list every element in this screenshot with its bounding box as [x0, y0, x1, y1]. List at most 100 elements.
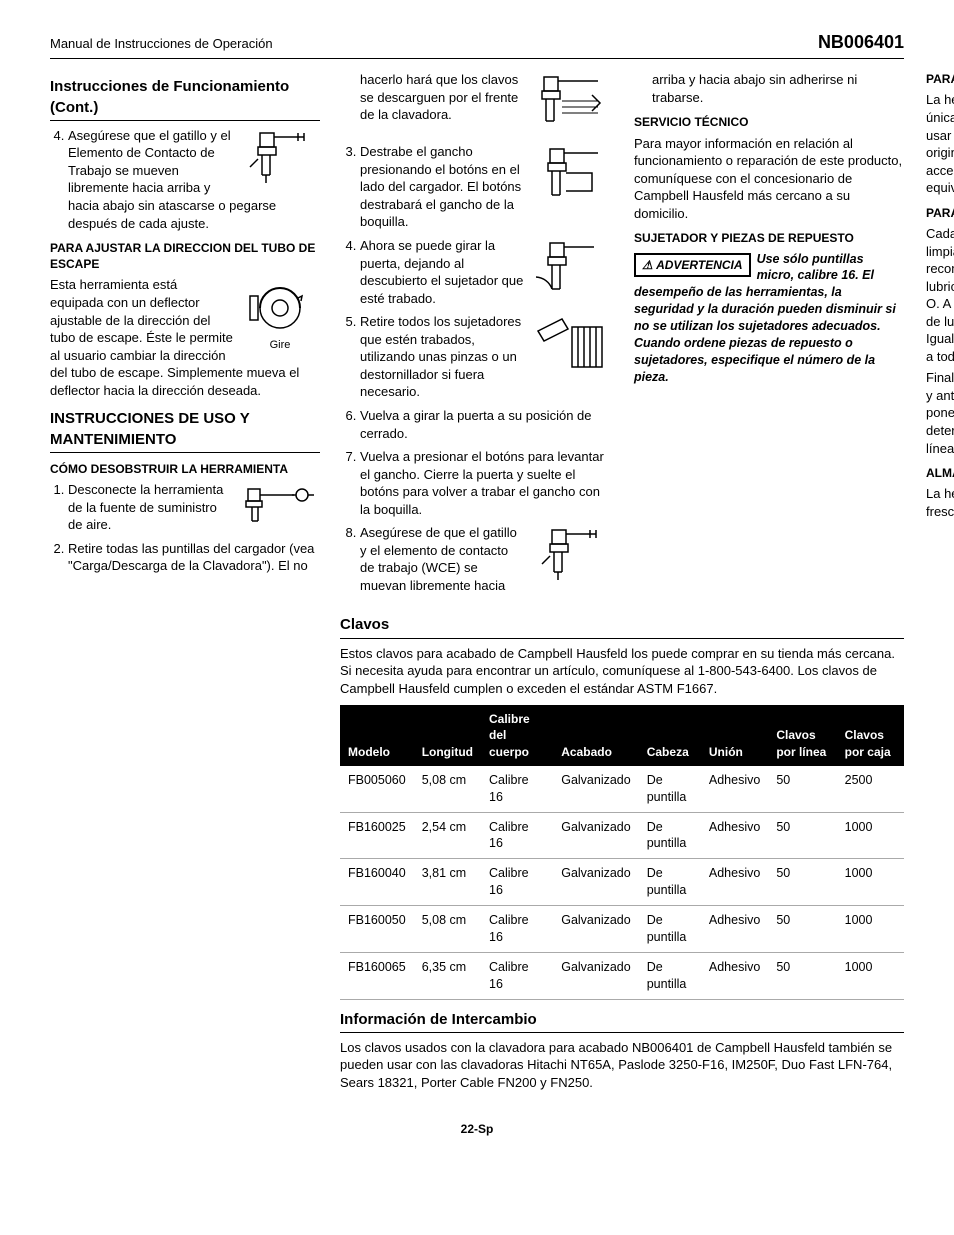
table-cell: 5,08 cm [414, 906, 481, 953]
subheading-sujetador: SUJETADOR Y PIEZAS DE REPUESTO [634, 230, 904, 246]
table-cell: Calibre 16 [481, 812, 553, 859]
body-columns: Instrucciones de Funcionamiento (Cont.) … [50, 71, 904, 601]
item-text: Vuelva a girar la puerta a su posición d… [360, 408, 592, 441]
list-item: Asegúrese que el gatillo y el Elemento d… [68, 127, 320, 232]
table-cell: Galvanizado [553, 906, 639, 953]
table-header: Acabado [553, 705, 639, 766]
table-cell: 50 [768, 812, 836, 859]
table-cell: 6,35 cm [414, 952, 481, 999]
table-row: FB0050605,08 cmCalibre 16GalvanizadoDe p… [340, 766, 904, 812]
heading-instrucciones-funcionamiento: Instrucciones de Funcionamiento (Cont.) [50, 77, 320, 121]
gire-label: Gire [270, 339, 291, 351]
table-cell: 2,54 cm [414, 812, 481, 859]
table-header: Longitud [414, 705, 481, 766]
heading-clavos: Clavos [340, 615, 904, 638]
table-row: FB1600656,35 cmCalibre 16GalvanizadoDe p… [340, 952, 904, 999]
paragraph: La herramienta deberá ser reparada única… [926, 91, 954, 196]
disconnect-air-icon [240, 481, 320, 531]
list-funcionamiento: Asegúrese que el gatillo y el Elemento d… [50, 127, 320, 232]
rotate-deflector-icon: Gire [240, 276, 320, 354]
warning-block: ADVERTENCIA Use sólo puntillas micro, ca… [634, 251, 904, 386]
table-row: FB1600252,54 cmCalibre 16GalvanizadoDe p… [340, 812, 904, 859]
list-item: Ahora se puede girar la puerta, dejando … [360, 237, 612, 307]
table-header: Modelo [340, 705, 414, 766]
subheading-almacenamiento: ALMACENAMIENTO [926, 465, 954, 481]
table-cell: Calibre 16 [481, 859, 553, 906]
table-header: Cabeza [639, 705, 701, 766]
table-cell: Calibre 16 [481, 906, 553, 953]
clavos-intro: Estos clavos para acabado de Campbell Ha… [340, 645, 904, 698]
subheading-desobstruir: CÓMO DESOBSTRUIR LA HERRAMIENTA [50, 461, 320, 477]
subheading-servicio: SERVICIO TÉCNICO [634, 114, 904, 130]
table-cell: Galvanizado [553, 952, 639, 999]
item-text: Retire todos los sujetadores que estén t… [360, 314, 521, 399]
subheading-sellos: PARA COLOCARLE LOS SELLOS [926, 205, 954, 221]
table-cell: FB160050 [340, 906, 414, 953]
table-cell: 1000 [837, 952, 904, 999]
page-number: 22-Sp [50, 1121, 904, 1137]
table-cell: De puntilla [639, 859, 701, 906]
header-left: Manual de Instrucciones de Operación [50, 35, 273, 53]
list-item: Desconecte la herramienta de la fuente d… [68, 481, 320, 534]
table-cell: De puntilla [639, 812, 701, 859]
list-item: Destrabe el gancho presionando el botóns… [360, 143, 612, 231]
table-cell: De puntilla [639, 952, 701, 999]
page-header: Manual de Instrucciones de Operación NB0… [50, 30, 904, 59]
nailer-icon [532, 524, 612, 588]
clavos-table: ModeloLongitudCalibre del cuerpoAcabadoC… [340, 705, 904, 999]
item-text: Desconecte la herramienta de la fuente d… [68, 482, 223, 532]
item-text: Ahora se puede girar la puerta, dejando … [360, 238, 523, 306]
table-cell: Galvanizado [553, 859, 639, 906]
paragraph: Cada vez que repare una herramienta debe… [926, 225, 954, 365]
table-cell: Adhesivo [701, 859, 768, 906]
table-cell: 1000 [837, 859, 904, 906]
table-cell: Galvanizado [553, 812, 639, 859]
item-text: Vuelva a presionar el botóns para levant… [360, 449, 604, 517]
list-item: Retire todos los sujetadores que estén t… [360, 313, 612, 401]
subheading-tubo-escape: PARA AJUSTAR LA DIRECCION DEL TUBO DE ES… [50, 240, 320, 272]
table-header: Clavos por caja [837, 705, 904, 766]
table-cell: 50 [768, 906, 836, 953]
table-cell: Calibre 16 [481, 952, 553, 999]
heading-intercambio: Información de Intercambio [340, 1010, 904, 1033]
table-cell: 1000 [837, 812, 904, 859]
table-cell: FB160040 [340, 859, 414, 906]
remove-jam-icon [532, 313, 612, 377]
table-cell: FB005060 [340, 766, 414, 812]
list-item: Vuelva a girar la puerta a su posición d… [360, 407, 612, 442]
table-cell: FB160065 [340, 952, 414, 999]
warning-badge: ADVERTENCIA [634, 253, 751, 277]
table-cell: 50 [768, 766, 836, 812]
bottom-section: Clavos Estos clavos para acabado de Camp… [340, 615, 904, 1091]
table-header: Unión [701, 705, 768, 766]
remove-nails-icon [532, 71, 612, 135]
paragraph: La herramienta debe guardarse en un luga… [926, 485, 954, 520]
paragraph: Para mayor información en relación al fu… [634, 135, 904, 223]
table-cell: 3,81 cm [414, 859, 481, 906]
model-number: NB006401 [818, 30, 904, 54]
table-row: FB1600403,81 cmCalibre 16GalvanizadoDe p… [340, 859, 904, 906]
table-cell: Adhesivo [701, 952, 768, 999]
heading-uso-mantenimiento: INSTRUCCIONES DE USO Y MANTENIMIENTO [50, 409, 320, 453]
table-cell: 1000 [837, 906, 904, 953]
table-cell: Galvanizado [553, 766, 639, 812]
table-cell: 2500 [837, 766, 904, 812]
subheading-reparar: PARA REPARAR LA HERRAMIENTA [926, 71, 954, 87]
table-cell: Calibre 16 [481, 766, 553, 812]
table-header: Clavos por línea [768, 705, 836, 766]
nailer-icon [240, 127, 320, 191]
table-cell: Adhesivo [701, 906, 768, 953]
table-cell: De puntilla [639, 766, 701, 812]
swing-door-icon [532, 237, 612, 301]
table-header: Calibre del cuerpo [481, 705, 553, 766]
table-cell: De puntilla [639, 906, 701, 953]
table-cell: Adhesivo [701, 766, 768, 812]
table-cell: 50 [768, 952, 836, 999]
unlatch-icon [532, 143, 612, 207]
table-cell: 5,08 cm [414, 766, 481, 812]
table-row: FB1600505,08 cmCalibre 16GalvanizadoDe p… [340, 906, 904, 953]
paragraph: Finalmente, después de haberla ensamblad… [926, 369, 954, 457]
item-text: Destrabe el gancho presionando el botóns… [360, 144, 521, 229]
table-cell: Adhesivo [701, 812, 768, 859]
table-cell: 50 [768, 859, 836, 906]
